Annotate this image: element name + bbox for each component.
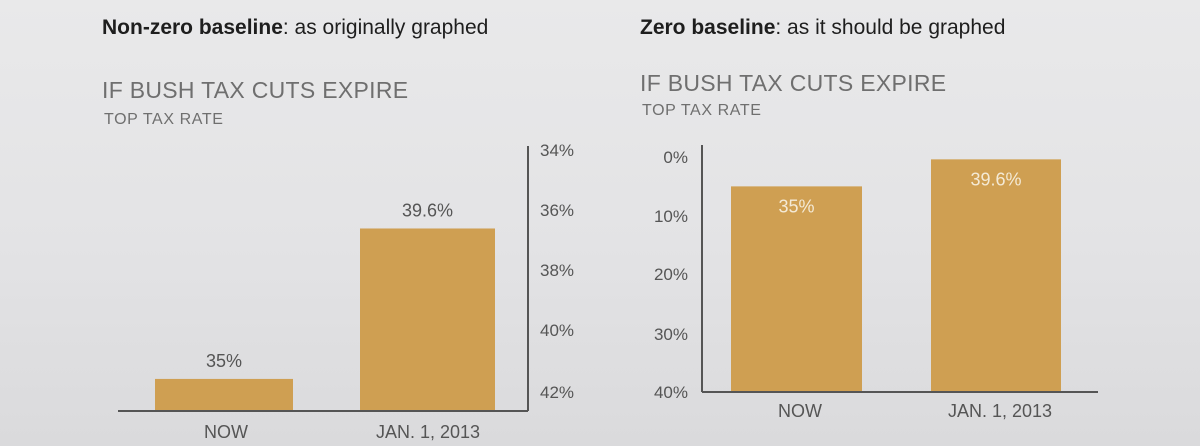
right-y-tick-label: 40% <box>654 383 688 402</box>
right-chart-subtitle: TOP TAX RATE <box>642 102 762 119</box>
left-y-tick-label: 36% <box>540 201 574 220</box>
right-y-tick-label: 30% <box>654 325 688 344</box>
right-category-label: NOW <box>778 401 822 421</box>
right-y-tick-label: 10% <box>654 207 688 226</box>
left-y-tick-label: 42% <box>540 383 574 402</box>
left-heading: Non-zero baseline: as originally graphed <box>102 16 488 40</box>
right-y-tick-label: 20% <box>654 265 688 284</box>
left-category-label: JAN. 1, 2013 <box>376 422 480 442</box>
right-bar <box>931 159 1061 391</box>
right-heading-bold: Zero baseline <box>640 16 776 39</box>
right-chart-title: IF BUSH TAX CUTS EXPIRE <box>640 70 947 96</box>
right-data-label: 39.6% <box>970 169 1021 189</box>
right-bar <box>731 186 862 391</box>
right-heading: Zero baseline: as it should be graphed <box>640 16 1005 40</box>
left-chart-title: IF BUSH TAX CUTS EXPIRE <box>102 77 409 103</box>
right-y-tick-label: 0% <box>663 148 688 167</box>
left-heading-rest: : as originally graphed <box>282 16 489 39</box>
right-category-label: JAN. 1, 2013 <box>948 401 1052 421</box>
left-y-tick-label: 40% <box>540 321 574 340</box>
right-panel: Zero baseline: as it should be graphed I… <box>600 0 1200 446</box>
left-bar <box>360 228 495 410</box>
left-heading-bold: Non-zero baseline <box>102 16 283 39</box>
right-data-label: 35% <box>778 196 814 216</box>
left-data-label: 35% <box>206 351 242 371</box>
left-y-tick-label: 38% <box>540 261 574 280</box>
right-heading-rest: : as it should be graphed <box>775 16 1006 39</box>
left-bar <box>155 378 293 410</box>
left-chart-subtitle: TOP TAX RATE <box>104 111 224 128</box>
left-y-tick-label: 34% <box>540 141 574 160</box>
left-data-label: 39.6% <box>402 200 453 220</box>
left-panel: Non-zero baseline: as originally graphed… <box>102 16 488 128</box>
left-category-label: NOW <box>204 422 248 442</box>
